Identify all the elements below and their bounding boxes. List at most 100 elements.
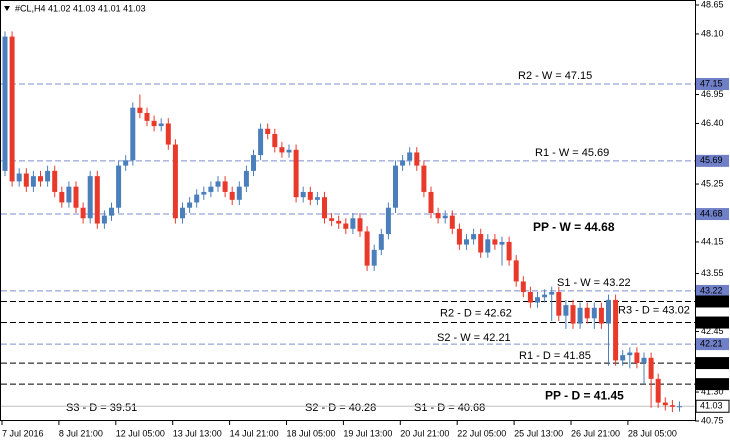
- price-tag-label: 41.03: [700, 401, 723, 411]
- candle-body: [464, 239, 469, 245]
- level-label: S1 - D = 40.68: [414, 402, 485, 414]
- candle-body: [94, 176, 100, 224]
- candle-body: [265, 128, 271, 135]
- candle-body: [478, 234, 484, 253]
- candle-body: [400, 160, 406, 166]
- candle-body: [471, 234, 477, 240]
- candle-body: [513, 260, 519, 282]
- candle-body: [251, 155, 256, 171]
- candle-body: [66, 186, 72, 203]
- price-tag-label: 44.68: [700, 208, 723, 218]
- level-label: S2 - D = 40.28: [305, 402, 376, 414]
- candle-body: [109, 207, 114, 216]
- candle-body: [584, 307, 590, 319]
- price-tag: [696, 295, 729, 308]
- level-label: S2 - W = 42.21: [437, 332, 511, 344]
- candle-body: [16, 173, 22, 182]
- candle-body: [279, 147, 285, 153]
- y-tick-label: 48.10: [701, 28, 724, 38]
- candle-body: [258, 128, 264, 156]
- candle-body: [563, 305, 569, 316]
- candle-body: [187, 202, 193, 208]
- price-tag-label: 43.22: [700, 285, 723, 295]
- candle-body: [30, 176, 36, 187]
- candle-body: [208, 186, 214, 192]
- candle-body: [535, 297, 540, 303]
- candle-body: [677, 406, 682, 408]
- candle-body: [229, 191, 235, 200]
- x-tick-label: 13 Jul 13:00: [173, 428, 222, 438]
- candle-body: [336, 220, 342, 224]
- price-tag: [696, 77, 729, 90]
- price-tag: [695, 399, 730, 413]
- y-tick-label: 43.55: [701, 268, 724, 278]
- y-tick-label: 46.95: [701, 89, 724, 99]
- candle-body: [570, 305, 576, 324]
- candle-body: [329, 218, 335, 221]
- price-tag: [696, 378, 729, 391]
- candle-body: [123, 160, 129, 166]
- candle-body: [52, 170, 58, 192]
- candle-body: [343, 223, 349, 229]
- candle-body: [577, 307, 583, 324]
- header: #CL,H4 41.02 41.03 41.01 41.03: [15, 3, 146, 13]
- candle-body: [87, 176, 93, 219]
- candle-body: [655, 378, 661, 403]
- candle-body: [80, 207, 86, 219]
- level-label: R2 - W = 47.15: [518, 70, 592, 82]
- price-tag: [696, 338, 729, 351]
- price-tag-label: 47.15: [700, 78, 723, 88]
- candle-body: [300, 191, 306, 198]
- candle-body: [322, 197, 327, 219]
- candle-body: [407, 152, 413, 161]
- candle-body: [172, 144, 178, 219]
- candle-body: [201, 191, 207, 195]
- candle-body: [307, 191, 313, 200]
- x-tick-label: 25 Jul 13:00: [514, 428, 563, 438]
- level-label: PP - W = 44.68: [533, 220, 615, 234]
- y-tick-label: 48.65: [701, 0, 724, 9]
- level-label: S3 - D = 39.51: [66, 402, 137, 414]
- candle-body: [158, 123, 164, 127]
- y-tick-label: 41.30: [701, 386, 724, 396]
- candle-body: [243, 170, 249, 187]
- candle-body: [393, 165, 398, 208]
- candle-body: [627, 352, 633, 356]
- level-label: PP - D = 41.45: [545, 388, 624, 402]
- price-tag-label: 41.85: [700, 357, 723, 367]
- candle-body: [371, 249, 377, 266]
- candle-body: [613, 299, 619, 361]
- x-tick-label: 12 Jul 05:00: [116, 428, 165, 438]
- candle-body: [549, 291, 555, 295]
- candle-body: [194, 194, 200, 203]
- candle-body: [137, 107, 143, 113]
- candle-body: [314, 197, 320, 200]
- y-tick-label: 42.45: [701, 326, 724, 336]
- candle-body: [101, 215, 107, 224]
- menu-icon[interactable]: [4, 6, 10, 11]
- candle-body: [151, 120, 157, 127]
- level-label: R2 - D = 42.62: [440, 307, 512, 319]
- candle-body: [598, 307, 604, 324]
- candle-body: [669, 405, 675, 407]
- candle-body: [286, 149, 292, 153]
- level-label: R3 - D = 43.02: [618, 304, 690, 316]
- price-tag: [696, 284, 729, 297]
- candle-body: [414, 152, 420, 166]
- level-label: R1 - D = 41.85: [519, 350, 591, 362]
- candle-body: [364, 231, 370, 266]
- x-tick-label: 8 Jul 21:00: [59, 428, 103, 438]
- candle-body: [9, 36, 15, 182]
- candle-body: [634, 352, 640, 364]
- price-tag-label: 43.02: [700, 296, 723, 306]
- candle-body: [180, 207, 185, 219]
- price-tag-label: 42.21: [700, 338, 723, 348]
- candle-body: [620, 355, 626, 361]
- candle-body: [236, 186, 242, 200]
- x-tick-label: 20 Jul 21:00: [400, 428, 449, 438]
- candle-body: [556, 291, 562, 316]
- x-tick-label: 14 Jul 21:00: [230, 428, 279, 438]
- price-tag: [696, 154, 729, 167]
